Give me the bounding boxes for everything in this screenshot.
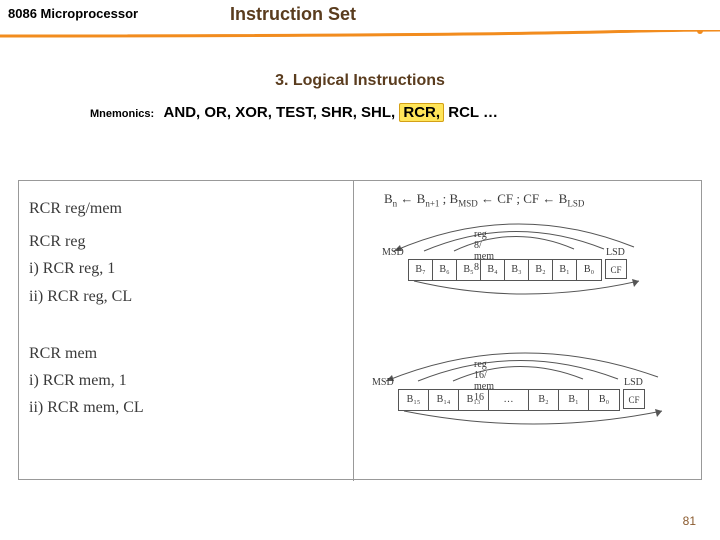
reg8-msd: MSD bbox=[382, 247, 404, 258]
mnemonics-line: Mnemonics: AND, OR, XOR, TEST, SHR, SHL,… bbox=[90, 104, 720, 121]
bit-cell: B₀ bbox=[577, 260, 601, 280]
reg8-bits: B₇B₆B₅B₄B₃B₂B₁B₀ bbox=[408, 259, 602, 281]
bit-cell: B₁₃ bbox=[459, 390, 489, 410]
page-number: 81 bbox=[683, 514, 696, 528]
reg8-bottom-arc bbox=[404, 279, 684, 309]
header-title: Instruction Set bbox=[230, 4, 356, 25]
left-line-6: i) RCR mem, 1 bbox=[29, 367, 343, 394]
mnemonics-post: RCL … bbox=[444, 104, 498, 121]
bit-cell: B₂ bbox=[529, 390, 559, 410]
bit-cell: B₀ bbox=[589, 390, 619, 410]
reg8-cf: CF bbox=[605, 259, 627, 279]
bit-cell: B₄ bbox=[481, 260, 505, 280]
left-line-1: RCR reg/mem bbox=[29, 195, 343, 222]
reg16-msd: MSD bbox=[372, 377, 394, 388]
left-line-7: ii) RCR mem, CL bbox=[29, 394, 343, 421]
bit-cell: B₁ bbox=[553, 260, 577, 280]
diagram-box: RCR reg/mem RCR reg i) RCR reg, 1 ii) RC… bbox=[18, 180, 702, 480]
mnemonics-pre: AND, OR, XOR, TEST, SHR, SHL, bbox=[164, 104, 400, 121]
slide-header: 8086 Microprocessor Instruction Set bbox=[0, 0, 720, 42]
bit-cell: B₂ bbox=[529, 260, 553, 280]
mnemonics-highlight: RCR, bbox=[399, 103, 444, 122]
mnemonics-label: Mnemonics: bbox=[90, 108, 154, 120]
reg16-cf: CF bbox=[623, 389, 645, 409]
header-rule bbox=[0, 30, 720, 40]
bit-cell: B₇ bbox=[409, 260, 433, 280]
left-line-5: RCR mem bbox=[29, 340, 343, 367]
left-panel: RCR reg/mem RCR reg i) RCR reg, 1 ii) RC… bbox=[19, 181, 353, 481]
left-line-4: ii) RCR reg, CL bbox=[29, 283, 343, 310]
reg16-lsd: LSD bbox=[624, 377, 643, 388]
bit-cell: B₁ bbox=[559, 390, 589, 410]
mnemonics-list: AND, OR, XOR, TEST, SHR, SHL, RCR, RCL … bbox=[164, 104, 498, 121]
bit-cell: B₆ bbox=[433, 260, 457, 280]
right-panel: Bn ← Bn+1 ; BMSD ← CF ; CF ← BLSD reg 8/… bbox=[354, 181, 703, 481]
bit-cell: … bbox=[489, 390, 529, 410]
left-line-2: RCR reg bbox=[29, 228, 343, 255]
reg16-bits: B₁₅B₁₄B₁₃…B₂B₁B₀ bbox=[398, 389, 620, 411]
rcr-formula: Bn ← Bn+1 ; BMSD ← CF ; CF ← BLSD bbox=[384, 191, 584, 209]
chip-label: 8086 Microprocessor bbox=[8, 6, 138, 21]
reg8-arcs bbox=[374, 207, 674, 257]
bit-cell: B₁₄ bbox=[429, 390, 459, 410]
section-title: 3. Logical Instructions bbox=[0, 72, 720, 90]
left-line-3: i) RCR reg, 1 bbox=[29, 255, 343, 282]
bit-cell: B₁₅ bbox=[399, 390, 429, 410]
bit-cell: B₃ bbox=[505, 260, 529, 280]
bit-cell: B₅ bbox=[457, 260, 481, 280]
reg8-lsd: LSD bbox=[606, 247, 625, 258]
reg16-bottom-arc bbox=[394, 409, 694, 439]
